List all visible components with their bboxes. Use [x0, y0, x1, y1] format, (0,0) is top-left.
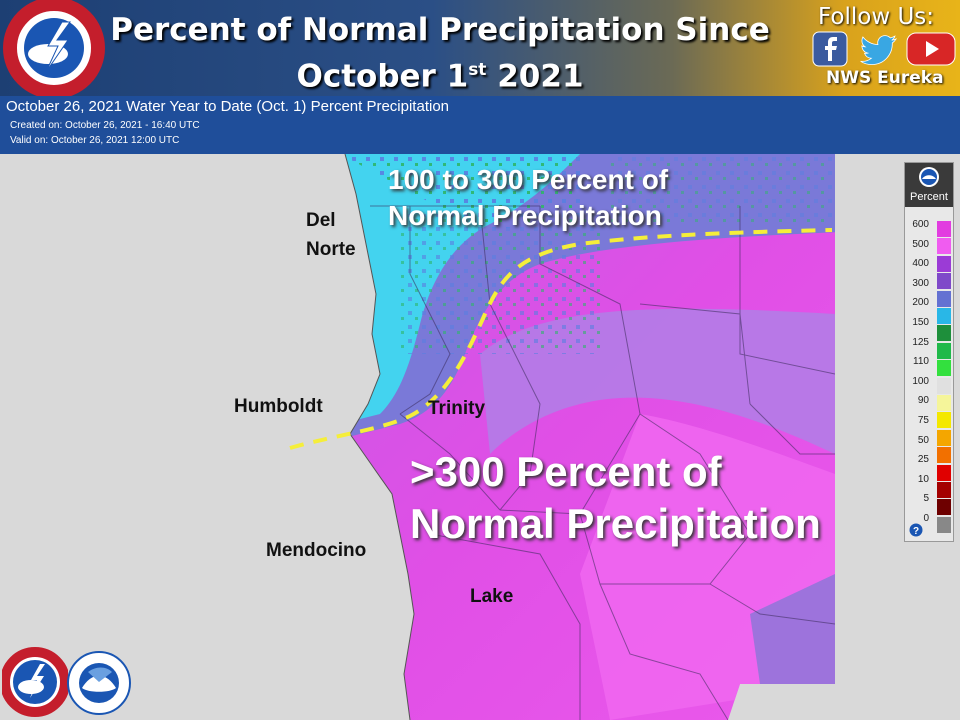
legend-tick-label: 400 [912, 258, 929, 270]
title-line2-tail: 2021 [486, 58, 584, 95]
title-line1: Percent of Normal Precipitation Since [110, 12, 770, 48]
legend-tick-label: 200 [912, 297, 929, 309]
annotation-south: >300 Percent of Normal Precipitation [410, 446, 821, 550]
legend-swatch [937, 342, 951, 359]
legend-swatch [937, 273, 951, 290]
header-banner [0, 0, 960, 96]
legend-swatch [937, 482, 951, 498]
legend-tick-label: 90 [917, 395, 929, 407]
county-label-del-norte-1: Del [306, 210, 336, 231]
legend-swatch [937, 516, 951, 533]
legend-tick-label: 500 [912, 238, 929, 250]
nws-eureka-handle[interactable]: NWS Eureka [826, 68, 944, 88]
title-line2: October 1st 2021 [110, 50, 770, 96]
legend-title: Percent [910, 191, 948, 203]
legend-swatch [937, 377, 951, 394]
subheader-bar [0, 96, 960, 154]
legend-tick-label: 25 [917, 454, 929, 466]
annotation-south-line2: Normal Precipitation [410, 500, 821, 547]
legend-swatch [937, 221, 951, 237]
svg-text:?: ? [913, 526, 919, 537]
nws-logo [3, 0, 105, 96]
legend-tick-label: 10 [917, 473, 929, 485]
legend-swatch [937, 412, 951, 429]
page-title: Percent of Normal Precipitation Since Oc… [110, 10, 770, 96]
youtube-icon[interactable] [906, 31, 956, 67]
county-label-lake: Lake [470, 586, 514, 607]
title-line2-sup: st [468, 60, 487, 80]
legend-tick-label: 125 [912, 336, 929, 348]
legend-tick-label: 0 [923, 513, 929, 524]
annotation-north: 100 to 300 Percent of Normal Precipitati… [388, 162, 668, 234]
nws-footer-logo [2, 647, 68, 717]
twitter-icon[interactable] [858, 31, 900, 67]
legend-tick-label: 600 [912, 219, 929, 230]
legend-swatch [937, 429, 951, 446]
facebook-icon[interactable] [812, 31, 848, 67]
legend-swatch [937, 255, 951, 272]
created-timestamp: Created on: October 26, 2021 - 16:40 UTC [10, 120, 200, 131]
legend-swatch [937, 464, 951, 481]
valid-timestamp: Valid on: October 26, 2021 12:00 UTC [10, 135, 180, 146]
legend-swatch [937, 325, 951, 342]
legend-tick-label: 50 [917, 434, 929, 446]
legend-swatch [937, 290, 951, 307]
percent-legend: Percent 600 500 400 300 200 150 125 110 100 90 75 5… [904, 162, 954, 542]
precipitation-map [289, 154, 835, 720]
county-label-del-norte-2: Norte [306, 239, 356, 260]
legend-tick-label: 110 [913, 356, 929, 368]
noaa-mini-logo [919, 167, 939, 187]
legend-tick-label: 5 [923, 493, 929, 505]
legend-header: Percent [905, 163, 953, 207]
legend-tick-label: 100 [912, 375, 929, 387]
county-label-trinity: Trinity [428, 398, 486, 419]
legend-swatch [937, 395, 951, 411]
product-title: October 26, 2021 Water Year to Date (Oct… [6, 98, 450, 115]
question-icon[interactable]: ? [909, 523, 923, 537]
county-label-humboldt: Humboldt [234, 396, 323, 417]
title-line2-main: October 1 [296, 58, 469, 95]
legend-swatch [937, 447, 951, 464]
legend-swatch [937, 238, 951, 255]
noaa-logo [67, 651, 131, 715]
county-label-mendocino: Mendocino [266, 540, 367, 561]
legend-swatch [937, 308, 951, 324]
legend-tick-label: 75 [917, 415, 929, 426]
legend-tick-label: 300 [912, 277, 929, 289]
annotation-north-line1: 100 to 300 Percent of [388, 164, 669, 195]
annotation-south-line1: >300 Percent of [410, 448, 722, 495]
legend-swatch [937, 499, 951, 516]
annotation-north-line2: Normal Precipitation [388, 200, 662, 231]
follow-label: Follow Us: [818, 4, 935, 30]
legend-swatch [937, 360, 951, 377]
legend-tick-label: 150 [912, 317, 929, 328]
